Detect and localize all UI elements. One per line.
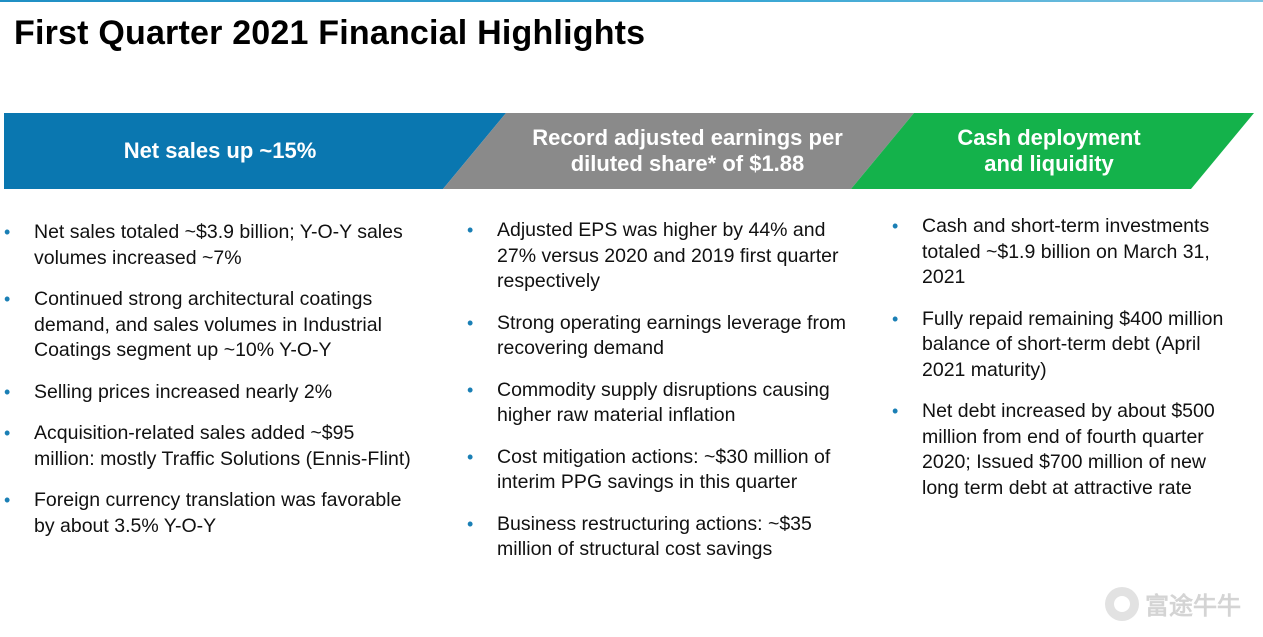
bullet-icon: • [467, 220, 474, 240]
bullet-icon: • [4, 381, 11, 402]
bullet-icon: • [4, 490, 11, 510]
list-item: • Acquisition-related sales added ~$95 mi… [4, 422, 411, 470]
bullet-icon: • [4, 289, 11, 309]
list-item: • Fully repaid remaining $400 million bal… [892, 307, 1224, 381]
list-item: • Adjusted EPS was higher by 44% and 27% … [467, 219, 839, 292]
list-item: • Strong operating earnings leverage from… [467, 311, 847, 360]
bullet-icon: • [467, 446, 474, 467]
list-item: • Net debt increased by about $500 millio… [892, 400, 1215, 499]
earnings-column: • Adjusted EPS was higher by 44% and 27% … [467, 218, 857, 579]
list-item: • Net sales totaled ~$3.9 billion; Y-O-Y … [4, 221, 403, 269]
banner-earnings-line-2: diluted share* of $1.88 [570, 151, 805, 176]
list-item: • Selling prices increased nearly 2% [4, 380, 416, 406]
cash-column: • Cash and short-term investments totaled… [892, 214, 1232, 517]
banner-cash-line-1: Cash deployment [957, 125, 1141, 150]
banner-cash-line-2: and liquidity [984, 151, 1114, 176]
list-item: • Cash and short-term investments totaled… [892, 215, 1210, 288]
bullet-icon: • [4, 423, 11, 443]
bullet-icon: • [467, 379, 474, 400]
list-item: • Cost mitigation actions: ~$30 million o… [467, 445, 831, 494]
watermark-logo-icon [1105, 586, 1139, 621]
top-accent-rule [0, 0, 1263, 2]
bullet-icon: • [892, 401, 899, 421]
list-item: • Foreign currency translation was favora… [4, 489, 402, 537]
bullet-icon: • [892, 308, 899, 329]
banner-cash: Cash deployment and liquidity [900, 113, 1198, 189]
bullet-icon: • [467, 312, 474, 333]
banner-net-sales-shape [4, 113, 506, 189]
header-banners [4, 113, 1254, 189]
watermark: 富途牛牛 [1105, 586, 1241, 621]
list-item: • Continued strong architectural coatings… [4, 288, 382, 361]
banner-earnings-line-1: Record adjusted earnings per [532, 125, 843, 150]
banner-net-sales-line-1: Net sales up ~15% [123, 138, 317, 163]
list-item: • Commodity supply disruptions causing hi… [467, 378, 830, 427]
page-title: First Quarter 2021 Financial Highlights [14, 14, 646, 52]
list-item: • Business restructuring actions: ~$35 mi… [467, 512, 812, 561]
banner-earnings-shape [443, 113, 914, 189]
watermark-text: 富途牛牛 [1145, 593, 1241, 620]
banner-earnings: Record adjusted earnings per diluted sha… [490, 113, 885, 189]
bullet-icon: • [467, 513, 474, 534]
bullet-icon: • [4, 222, 11, 242]
banner-cash-shape [851, 113, 1254, 189]
bullet-icon: • [892, 216, 899, 236]
banner-net-sales: Net sales up ~15% [40, 113, 400, 189]
net-sales-column: • Net sales totaled ~$3.9 billion; Y-O-Y … [4, 220, 416, 555]
